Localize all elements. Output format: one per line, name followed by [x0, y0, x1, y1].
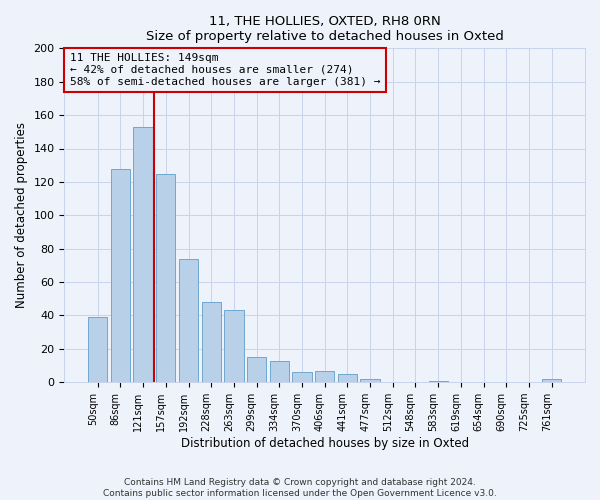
Bar — [292, 372, 311, 382]
Bar — [202, 302, 221, 382]
Bar — [224, 310, 244, 382]
Bar — [361, 379, 380, 382]
Bar — [247, 357, 266, 382]
Bar — [156, 174, 175, 382]
Bar — [133, 127, 153, 382]
Bar — [88, 317, 107, 382]
Bar — [315, 370, 334, 382]
Bar — [269, 360, 289, 382]
Bar — [179, 258, 198, 382]
Bar — [428, 380, 448, 382]
Bar — [542, 379, 562, 382]
Text: Contains HM Land Registry data © Crown copyright and database right 2024.
Contai: Contains HM Land Registry data © Crown c… — [103, 478, 497, 498]
Y-axis label: Number of detached properties: Number of detached properties — [15, 122, 28, 308]
Text: 11 THE HOLLIES: 149sqm
← 42% of detached houses are smaller (274)
58% of semi-de: 11 THE HOLLIES: 149sqm ← 42% of detached… — [70, 54, 380, 86]
Bar — [338, 374, 357, 382]
Bar — [111, 168, 130, 382]
X-axis label: Distribution of detached houses by size in Oxted: Distribution of detached houses by size … — [181, 437, 469, 450]
Title: 11, THE HOLLIES, OXTED, RH8 0RN
Size of property relative to detached houses in : 11, THE HOLLIES, OXTED, RH8 0RN Size of … — [146, 15, 503, 43]
